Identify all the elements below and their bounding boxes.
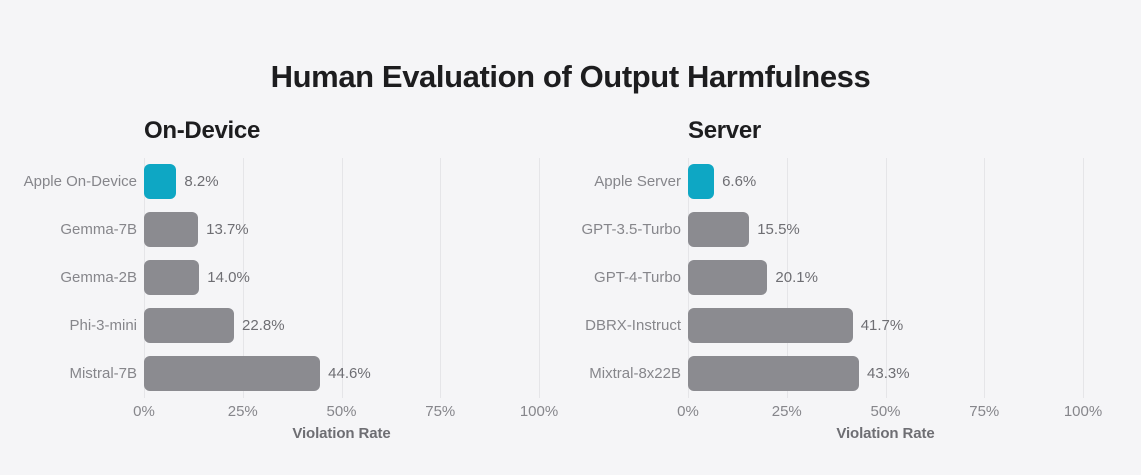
on-device-chart: On-Device Apple On-Device 8.2% Gemma-7B 13.… <box>24 110 559 455</box>
bar-category-label: GPT-3.5-Turbo <box>581 221 681 238</box>
bar-value-label: 41.7% <box>860 317 904 334</box>
bar <box>688 260 768 295</box>
x-axis-tick: 100% <box>519 403 559 420</box>
gridline <box>539 158 540 398</box>
bar-category-label: Gemma-7B <box>60 221 137 238</box>
x-axis-tick: 25% <box>227 403 258 420</box>
bar-row: Apple On-Device 8.2% <box>24 158 539 206</box>
x-axis-tick: 75% <box>969 403 1000 420</box>
bar-category-label: Phi-3-mini <box>69 317 137 334</box>
on-device-x-axis-label: Violation Rate <box>292 425 391 442</box>
bar <box>144 164 177 199</box>
gridline <box>341 158 343 398</box>
bar-category-label: Apple On-Device <box>23 173 137 190</box>
on-device-chart-subtitle: On-Device <box>144 117 261 144</box>
bar-category-label: Apple Server <box>594 173 681 190</box>
bar-value-label: 22.8% <box>242 317 285 334</box>
x-axis-tick: 25% <box>771 403 802 420</box>
bar-row: DBRX-Instruct 41.7% <box>585 302 1083 350</box>
server-x-axis-label: Violation Rate <box>836 425 935 442</box>
bar-row: Apple Server 6.6% <box>594 158 1083 206</box>
gridline <box>984 158 986 398</box>
bar <box>144 356 321 391</box>
bar-row: Phi-3-mini 22.8% <box>69 302 539 350</box>
server-chart-subtitle: Server <box>688 117 761 144</box>
bar-value-label: 6.6% <box>722 173 757 190</box>
bar-category-label: DBRX-Instruct <box>585 317 681 334</box>
bar <box>688 164 715 199</box>
on-device-plot-area: Apple On-Device 8.2% Gemma-7B 13.7% Gemma-2B… <box>24 158 540 398</box>
gridline <box>786 158 788 398</box>
bar-row: Mistral-7B 44.6% <box>69 350 539 398</box>
x-axis-tick: 50% <box>326 403 357 420</box>
bar <box>688 308 853 343</box>
bar <box>688 212 750 247</box>
server-plot-area: Apple Server 6.6% GPT-3.5-Turbo 15.5% GPT-4-… <box>582 158 1084 398</box>
bar-value-label: 43.3% <box>867 365 910 382</box>
bar <box>144 212 199 247</box>
bar-row: GPT-4-Turbo 20.1% <box>594 254 1083 302</box>
bar-value-label: 8.2% <box>184 173 219 190</box>
gridline <box>885 158 887 398</box>
server-x-axis: 0% 25% 50% 75% 100% <box>677 403 1102 423</box>
bar <box>144 260 200 295</box>
x-axis-tick: 100% <box>1063 403 1103 420</box>
bar-row: GPT-3.5-Turbo 15.5% <box>582 206 1083 254</box>
x-axis-tick: 50% <box>870 403 901 420</box>
bar <box>144 308 235 343</box>
bar-row: Gemma-7B 13.7% <box>60 206 539 254</box>
x-axis-tick: 0% <box>133 403 155 420</box>
bar-row: Mixtral-8x22B 43.3% <box>589 350 1083 398</box>
x-axis-tick: 75% <box>425 403 456 420</box>
bar-value-label: 15.5% <box>757 221 800 238</box>
bar <box>688 356 860 391</box>
bar-category-label: Mixtral-8x22B <box>589 365 681 382</box>
bar-value-label: 20.1% <box>775 269 818 286</box>
bar-category-label: GPT-4-Turbo <box>594 269 681 286</box>
server-chart: Server Apple Server 6.6% GPT-3.5-Turbo 15.5… <box>582 110 1103 455</box>
bar-category-label: Gemma-2B <box>60 269 137 286</box>
on-device-x-axis: 0% 25% 50% 75% 100% <box>133 403 558 423</box>
gridline <box>242 158 244 398</box>
bar-value-label: 14.0% <box>207 269 250 286</box>
x-axis-tick: 0% <box>677 403 699 420</box>
bar-category-label: Mistral-7B <box>69 365 137 382</box>
bar-row: Gemma-2B 14.0% <box>60 254 539 302</box>
bar-value-label: 44.6% <box>328 365 371 382</box>
gridline <box>440 158 442 398</box>
page-title: Human Evaluation of Output Harmfulness <box>270 59 871 94</box>
bar-value-label: 13.7% <box>206 221 249 238</box>
gridline <box>1083 158 1084 398</box>
